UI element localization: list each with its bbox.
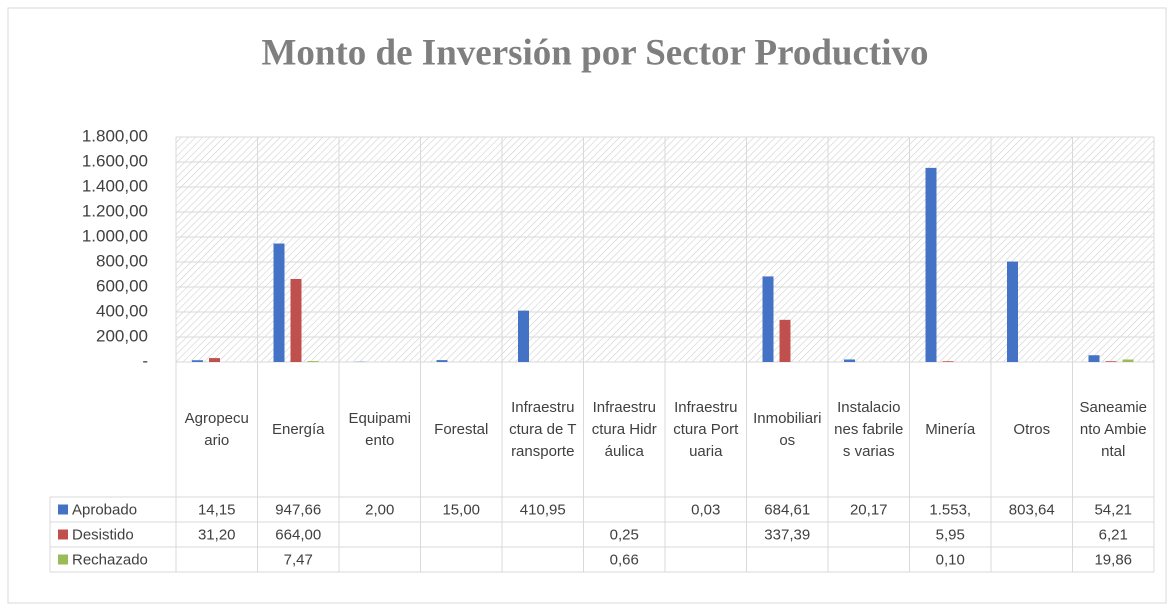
bar: [518, 310, 529, 362]
legend-key: [58, 529, 68, 540]
bar: [192, 360, 203, 362]
x-tick-label: Forestal: [434, 420, 489, 438]
x-tick-label: Minería: [925, 420, 976, 438]
data-label: 2,00: [365, 501, 394, 518]
y-tick-label: 1.400,00: [82, 176, 148, 195]
legend-key: [58, 504, 68, 515]
legend-label: Desistido: [72, 526, 134, 543]
data-label: 20,17: [850, 501, 888, 518]
data-label: 54,21: [1094, 501, 1132, 518]
category-cell: Saneamiento Ambiental: [1079, 398, 1148, 460]
data-label: 0,10: [936, 551, 965, 568]
bar: [779, 319, 791, 362]
x-tick-label: Saneamiento Ambiental: [1079, 398, 1148, 460]
data-label: 5,95: [936, 526, 965, 543]
category-cell: Otros: [1013, 420, 1051, 438]
y-tick-label: -: [142, 351, 148, 370]
bar: [307, 361, 319, 362]
x-tick-label: Energía: [271, 420, 325, 438]
category-cell: Inmobiliarios: [753, 409, 822, 449]
category-cell: Infraestructura Portuaria: [673, 398, 739, 460]
x-tick-label: Agropecuario: [184, 409, 249, 449]
x-tick-label: Instalaciones fabriles varias: [834, 398, 904, 460]
data-label: 803,64: [1009, 501, 1055, 518]
bar: [925, 167, 937, 362]
category-cell: Energía: [271, 420, 325, 438]
y-tick-label: 200,00: [96, 326, 148, 345]
bar: [844, 359, 855, 362]
chart-title: Monto de Inversión por Sector Productivo: [261, 32, 928, 73]
category-cell: Forestal: [434, 420, 489, 438]
data-label: 14,15: [198, 501, 236, 518]
y-tick-label: 1.600,00: [82, 151, 148, 170]
data-label: 664,00: [275, 526, 321, 543]
y-tick-label: 1.200,00: [82, 201, 148, 220]
x-tick-label: Infraestructura Hidráulica: [591, 398, 657, 460]
legend-key: [58, 554, 68, 565]
x-tick-label: Infraestructura de Transporte: [509, 398, 577, 460]
legend-label: Aprobado: [72, 501, 137, 518]
data-label: 31,20: [198, 526, 236, 543]
data-label: 15,00: [442, 501, 480, 518]
data-label: 0,03: [691, 501, 720, 518]
y-tick-label: 800,00: [96, 251, 148, 270]
category-cell: Instalaciones fabriles varias: [834, 398, 904, 460]
data-label: 0,25: [610, 526, 639, 543]
bar: [1122, 359, 1134, 362]
data-label: 410,95: [520, 501, 566, 518]
data-label: 337,39: [764, 526, 810, 543]
data-label: 947,66: [275, 501, 321, 518]
y-tick-label: 400,00: [96, 301, 148, 320]
category-cell: Infraestructura Hidráulica: [591, 398, 657, 460]
data-label: 0,66: [610, 551, 639, 568]
bar: [1105, 361, 1117, 362]
data-label: 1.553,: [929, 501, 971, 518]
data-label: 6,21: [1099, 526, 1128, 543]
bar: [1007, 261, 1018, 362]
x-tick-label: Equipamiento: [348, 409, 412, 449]
category-cell: Agropecuario: [184, 409, 249, 449]
data-label: 684,61: [764, 501, 810, 518]
x-tick-label: Inmobiliarios: [753, 409, 822, 449]
y-tick-label: 1.800,00: [82, 126, 148, 145]
x-tick-label: Infraestructura Portuaria: [673, 398, 739, 460]
bar: [762, 276, 774, 362]
bar: [436, 360, 448, 362]
category-cell: Minería: [925, 420, 976, 438]
data-label: 19,86: [1094, 551, 1132, 568]
bar: [209, 358, 220, 362]
data-label: 7,47: [284, 551, 313, 568]
bar: [290, 279, 302, 362]
category-cell: Infraestructura de Transporte: [509, 398, 577, 460]
category-cell: Equipamiento: [348, 409, 412, 449]
y-tick-label: 600,00: [96, 276, 148, 295]
bar: [1088, 355, 1100, 362]
y-tick-label: 1.000,00: [82, 226, 148, 245]
bar: [273, 243, 285, 362]
bar: [942, 361, 954, 362]
x-tick-label: Otros: [1013, 420, 1051, 438]
legend-label: Rechazado: [72, 551, 148, 568]
